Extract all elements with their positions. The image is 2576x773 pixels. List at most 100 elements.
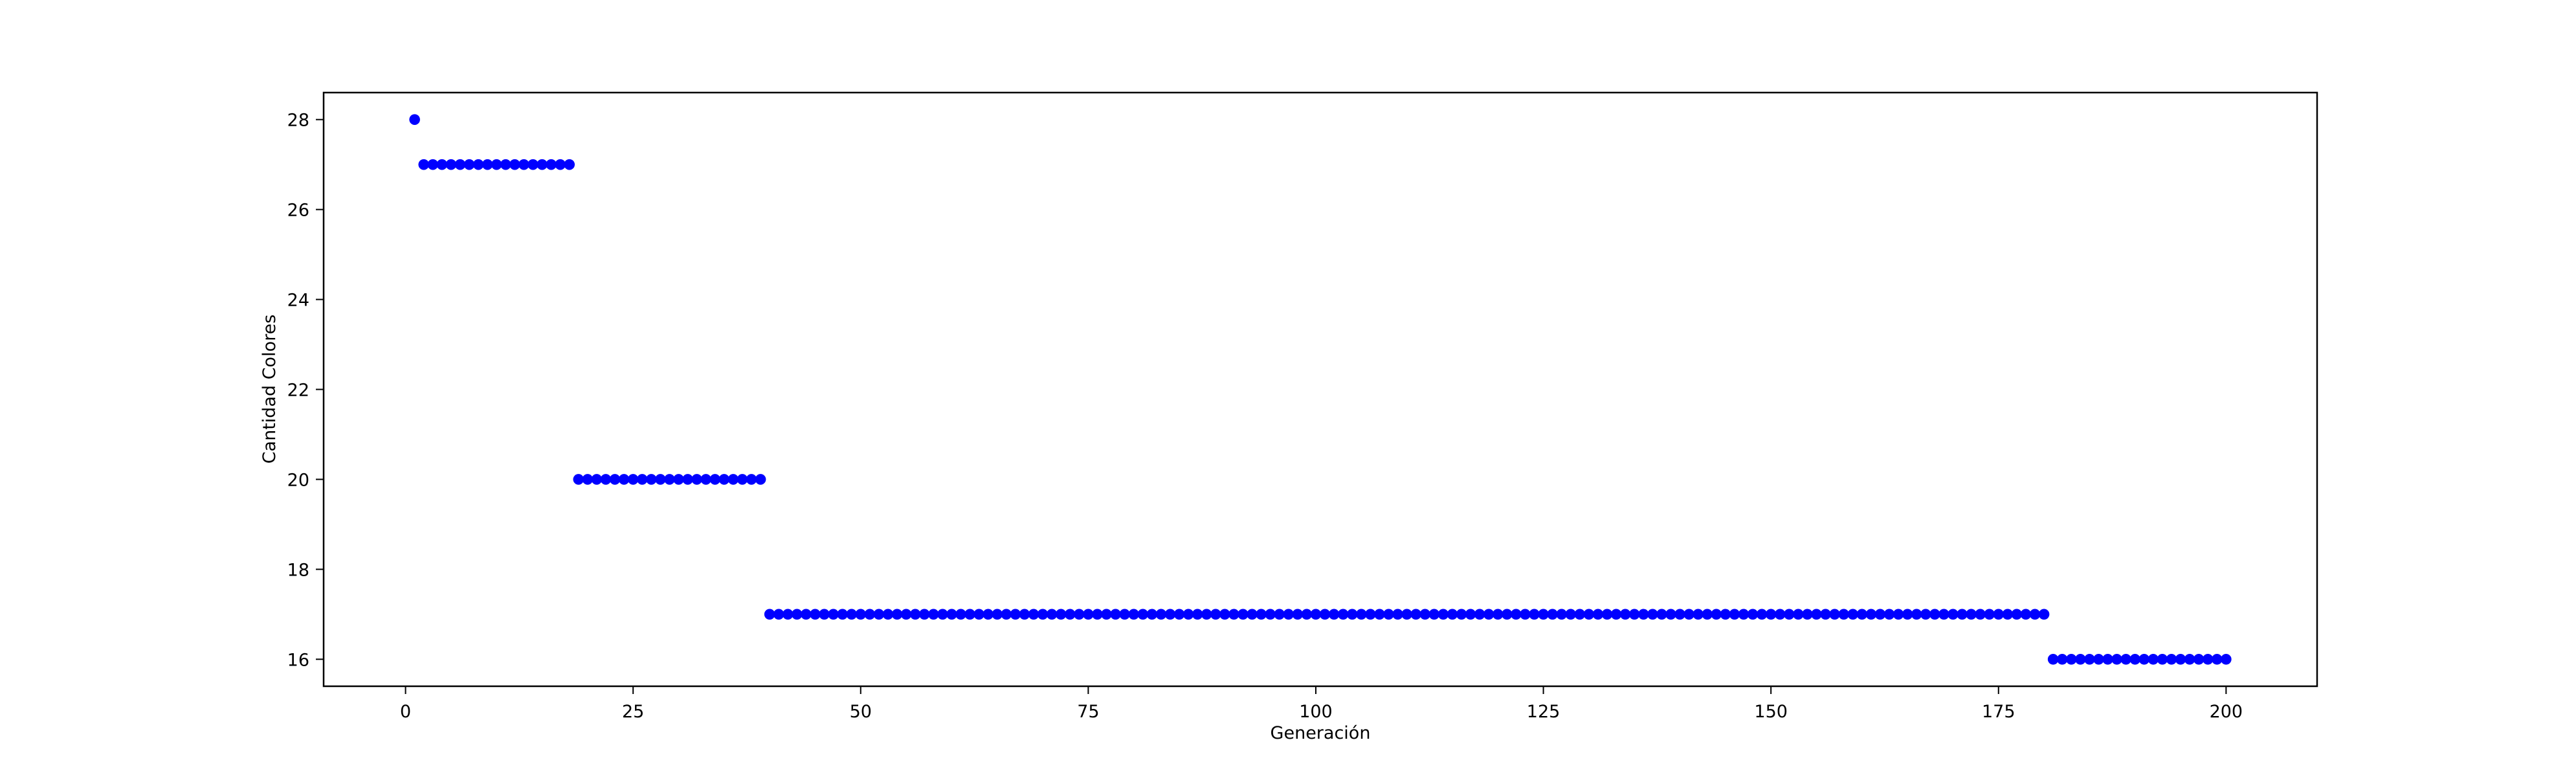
data-point	[591, 474, 603, 485]
y-tick-label: 28	[287, 111, 309, 131]
data-point	[992, 609, 1003, 620]
data-point	[1802, 609, 1813, 620]
data-point	[1247, 609, 1258, 620]
data-point	[518, 159, 529, 170]
data-point	[1110, 609, 1121, 620]
data-point	[1028, 609, 1039, 620]
data-point	[1447, 609, 1458, 620]
x-tick-label: 25	[622, 702, 644, 722]
data-point	[700, 474, 711, 485]
data-point	[1192, 609, 1203, 620]
data-point	[2038, 609, 2050, 620]
data-point	[1511, 609, 1522, 620]
x-tick-label: 125	[1527, 702, 1560, 722]
data-point	[1401, 609, 1412, 620]
data-point	[1883, 609, 1895, 620]
data-point	[1201, 609, 1212, 620]
data-point	[1119, 609, 1130, 620]
data-point	[1865, 609, 1877, 620]
y-tick-label: 20	[287, 470, 309, 490]
data-point	[1565, 609, 1577, 620]
data-point	[2166, 654, 2177, 665]
data-point	[891, 609, 903, 620]
data-point	[1783, 609, 1795, 620]
data-point	[1310, 609, 1322, 620]
data-point	[1811, 609, 1822, 620]
data-point	[1738, 609, 1749, 620]
data-point	[1410, 609, 1421, 620]
data-point	[1210, 609, 1221, 620]
data-point	[1492, 609, 1504, 620]
data-point	[1256, 609, 1267, 620]
data-point	[900, 609, 912, 620]
data-point	[1337, 609, 1349, 620]
data-point	[1456, 609, 1467, 620]
data-point	[2221, 654, 2232, 665]
data-point	[1756, 609, 1768, 620]
x-tick-label: 200	[2210, 702, 2243, 722]
data-point	[2212, 654, 2223, 665]
data-point	[1975, 609, 1986, 620]
data-point	[1665, 609, 1676, 620]
data-point	[855, 609, 867, 620]
data-point	[1729, 609, 1740, 620]
data-point	[1838, 609, 1849, 620]
data-point	[2184, 654, 2195, 665]
data-point	[1465, 609, 1476, 620]
data-point	[1793, 609, 1804, 620]
data-point	[500, 159, 511, 170]
data-point	[755, 474, 766, 485]
data-point	[1529, 609, 1540, 620]
data-point	[1137, 609, 1149, 620]
data-point	[1820, 609, 1831, 620]
data-point	[1046, 609, 1058, 620]
data-point	[1228, 609, 1239, 620]
data-point	[1101, 609, 1112, 620]
data-point	[1019, 609, 1030, 620]
data-point	[973, 609, 984, 620]
data-point	[1856, 609, 1868, 620]
data-point	[837, 609, 848, 620]
data-point	[764, 609, 775, 620]
data-point	[2202, 654, 2214, 665]
data-point	[1583, 609, 1595, 620]
data-point	[1683, 609, 1694, 620]
data-point	[1610, 609, 1622, 620]
data-point	[491, 159, 502, 170]
data-point	[1037, 609, 1049, 620]
data-point	[1619, 609, 1631, 620]
data-point	[1392, 609, 1403, 620]
data-point	[2129, 654, 2141, 665]
data-point	[937, 609, 948, 620]
data-point	[682, 474, 693, 485]
data-point	[1693, 609, 1704, 620]
data-point	[1274, 609, 1285, 620]
data-point	[454, 159, 466, 170]
data-point	[1957, 609, 1968, 620]
data-point	[2047, 654, 2059, 665]
data-point	[609, 474, 621, 485]
data-point	[792, 609, 803, 620]
data-point	[1301, 609, 1313, 620]
data-point	[727, 474, 739, 485]
data-point	[2120, 654, 2131, 665]
data-point	[1520, 609, 1531, 620]
data-point	[2175, 654, 2186, 665]
data-point	[1747, 609, 1759, 620]
data-point	[1847, 609, 1859, 620]
data-point	[1173, 609, 1185, 620]
data-point	[927, 609, 939, 620]
data-point	[1238, 609, 1249, 620]
data-point	[1920, 609, 1931, 620]
data-point	[1265, 609, 1276, 620]
data-point	[2138, 654, 2150, 665]
data-point	[1365, 609, 1376, 620]
y-tick-label: 24	[287, 291, 309, 311]
data-point	[1155, 609, 1167, 620]
data-point	[918, 609, 930, 620]
data-point	[1902, 609, 1913, 620]
data-point	[463, 159, 475, 170]
data-point	[409, 114, 420, 125]
data-point	[773, 609, 784, 620]
data-point	[1055, 609, 1067, 620]
